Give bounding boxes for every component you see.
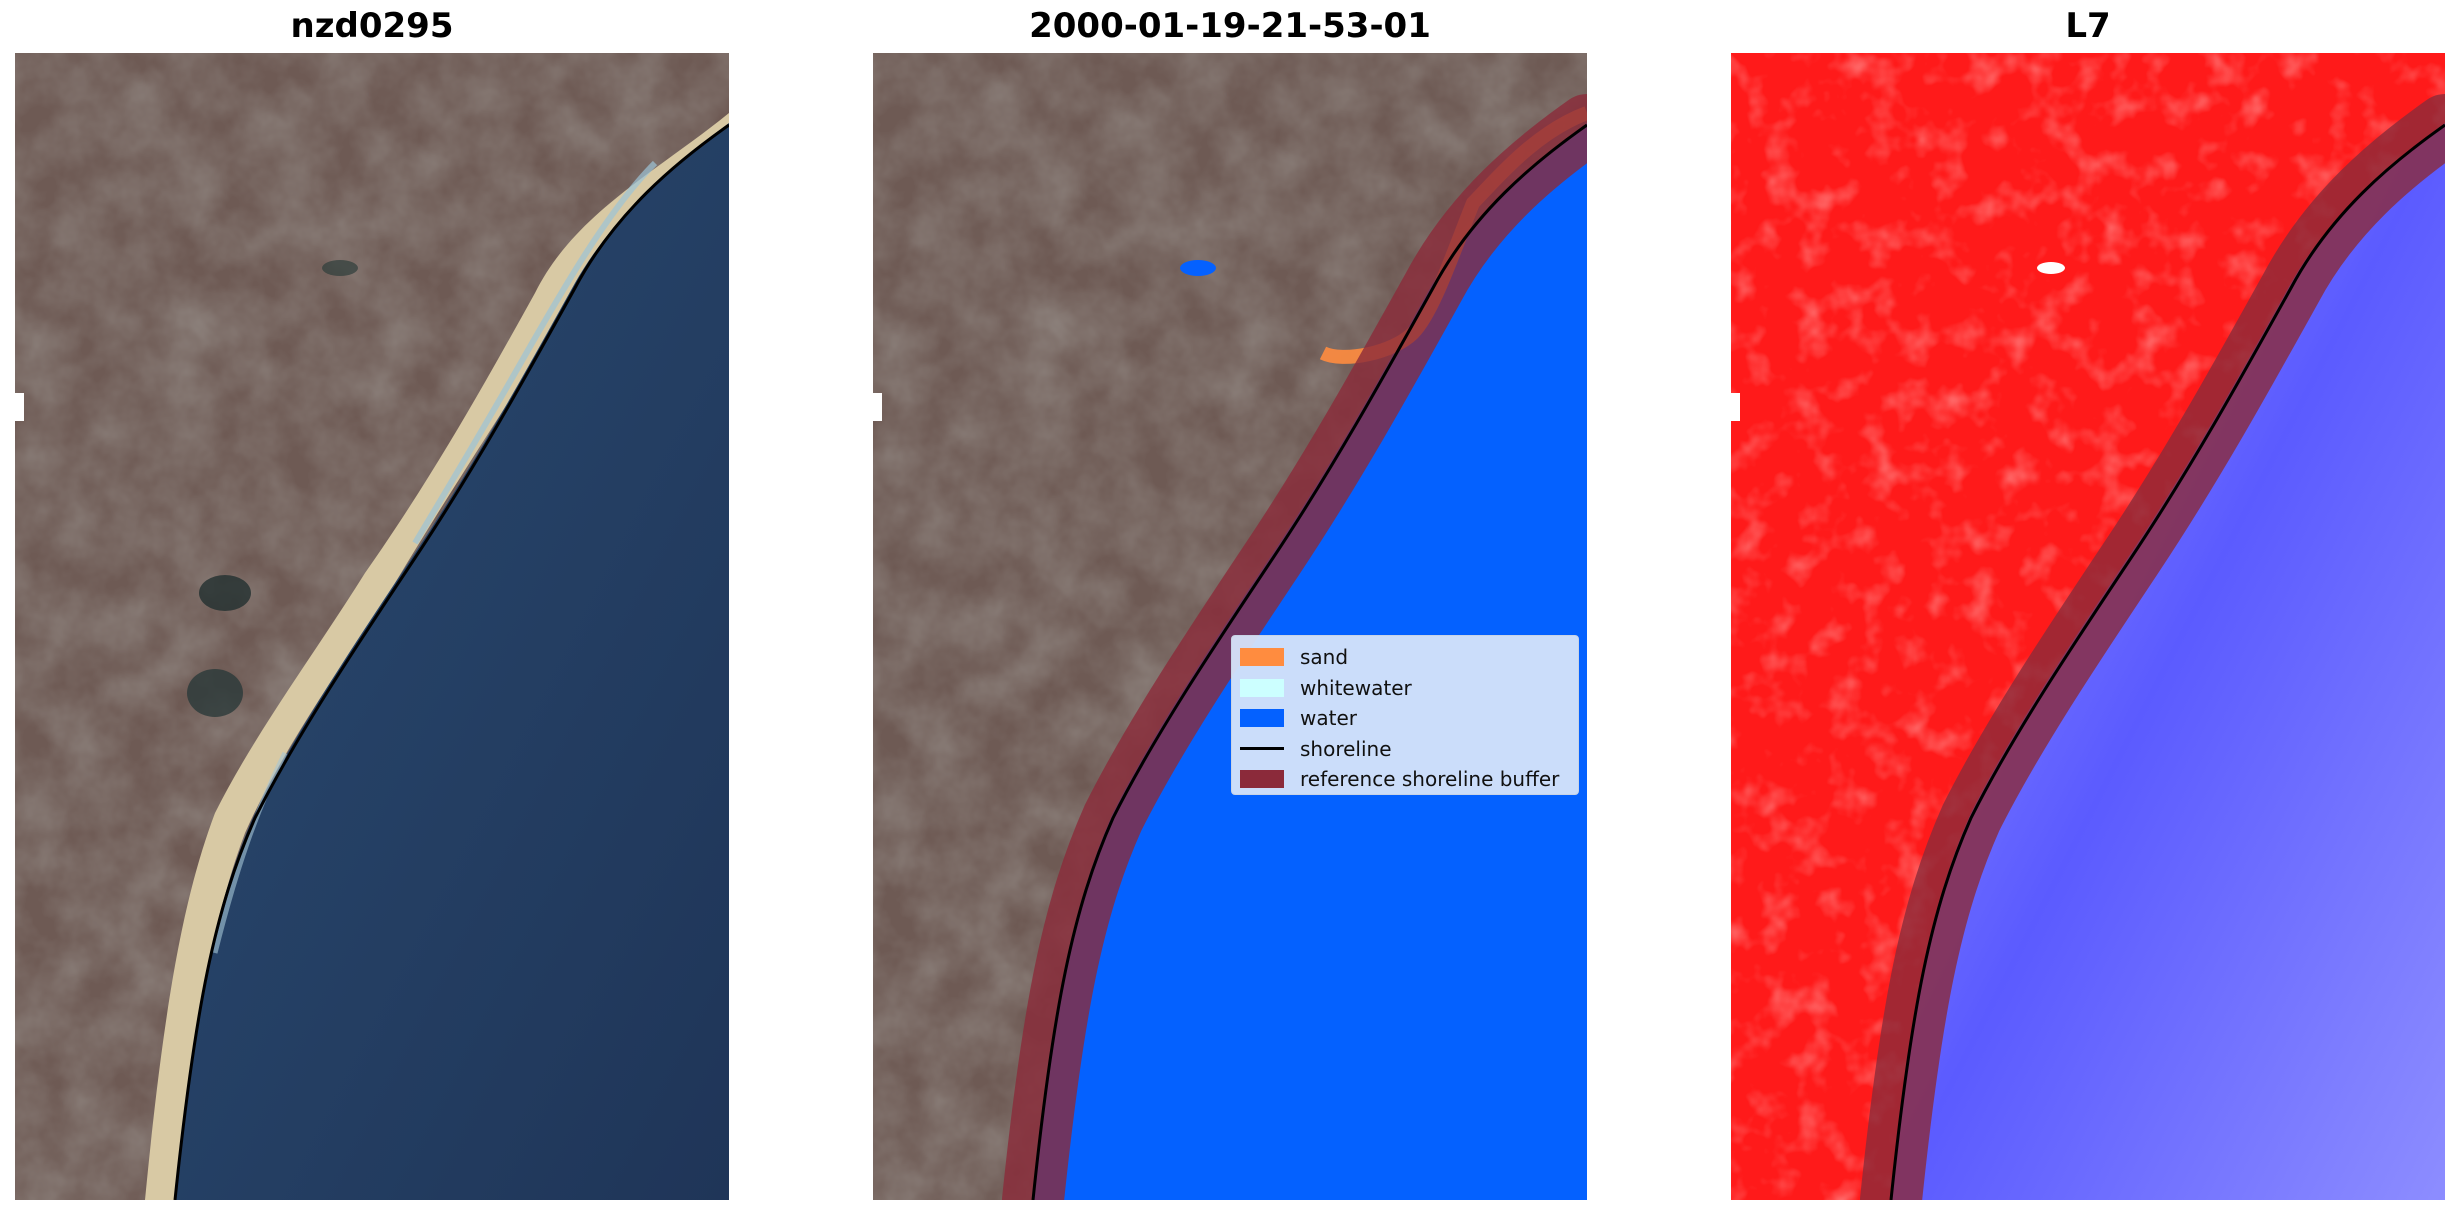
legend: sand whitewater water shoreline referenc… <box>1231 635 1579 795</box>
legend-label: water <box>1300 706 1357 731</box>
legend-item-whitewater: whitewater <box>1240 673 1570 704</box>
index-image-panel <box>1731 53 2445 1200</box>
panel-title-index: L7 <box>2065 6 2111 46</box>
classification-map <box>873 53 1587 1200</box>
legend-item-shoreline: shoreline <box>1240 734 1570 765</box>
shoreline-line-icon <box>1240 747 1284 751</box>
legend-label: sand <box>1300 645 1349 670</box>
legend-item-water: water <box>1240 703 1570 734</box>
water-swatch-icon <box>1240 709 1284 728</box>
whitewater-swatch-icon <box>1240 678 1284 697</box>
legend-label: whitewater <box>1300 675 1412 700</box>
rgb-satellite-image <box>15 53 729 1200</box>
legend-item-sand: sand <box>1240 642 1570 673</box>
panel-title-rgb: nzd0295 <box>290 6 454 46</box>
rgb-image-panel <box>15 53 729 1200</box>
buffer-swatch-icon <box>1240 770 1284 789</box>
legend-label: shoreline <box>1300 736 1392 761</box>
index-map <box>1731 53 2445 1200</box>
shoreline-path <box>173 123 729 1200</box>
legend-label: reference shoreline buffer <box>1300 767 1560 792</box>
panel-title-classified: 2000-01-19-21-53-01 <box>1029 6 1431 46</box>
legend-item-buffer: reference shoreline buffer <box>1240 764 1570 795</box>
sand-swatch-icon <box>1240 648 1284 667</box>
classified-image-panel <box>873 53 1587 1200</box>
